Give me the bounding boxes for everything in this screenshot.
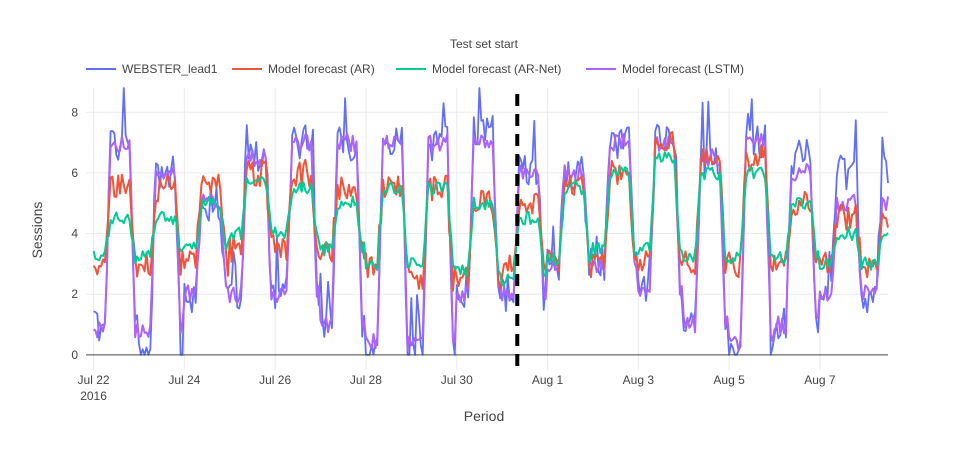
y-tick-label: 2	[71, 287, 78, 301]
x-tick-label: Jul 28	[350, 373, 382, 387]
series-line	[92, 131, 889, 292]
x-tick-label: Aug 5	[713, 373, 745, 387]
legend-label: WEBSTER_lead1	[122, 62, 218, 76]
x-tick-label: Jul 30	[441, 373, 473, 387]
legend: WEBSTER_lead1 Model forecast (AR) Model fo…	[86, 62, 744, 76]
grid-layer	[86, 88, 888, 370]
x-tick-label: Aug 1	[532, 373, 564, 387]
series-line	[93, 132, 889, 352]
x-tick-sublabel: 2016	[80, 389, 107, 403]
y-axis-title: Sessions	[29, 202, 45, 259]
legend-label: Model forecast (LSTM)	[622, 62, 744, 76]
x-tick-label: Aug 3	[623, 373, 655, 387]
y-tick-label: 4	[71, 227, 78, 241]
y-tick-label: 6	[71, 166, 78, 180]
x-tick-label: Aug 7	[804, 373, 836, 387]
axis-layer: 0 2 4 6 8 Jul 22 2016 Jul 24 Jul 26 Jul 28 Jul 30 A…	[71, 105, 888, 403]
x-tick-label: Jul 24	[168, 373, 200, 387]
annotation-layer: Test set start	[450, 37, 520, 370]
series-line	[92, 151, 889, 287]
x-axis-title: Period	[464, 408, 504, 424]
y-tick-label: 0	[71, 348, 78, 362]
x-tick-label: Jul 22	[78, 373, 110, 387]
series-layer	[92, 87, 889, 356]
y-tick-label: 8	[71, 105, 78, 119]
x-tick-label: Jul 26	[259, 373, 291, 387]
test-set-start-label: Test set start	[450, 37, 519, 51]
legend-label: Model forecast (AR)	[268, 62, 375, 76]
legend-label: Model forecast (AR-Net)	[432, 62, 561, 76]
